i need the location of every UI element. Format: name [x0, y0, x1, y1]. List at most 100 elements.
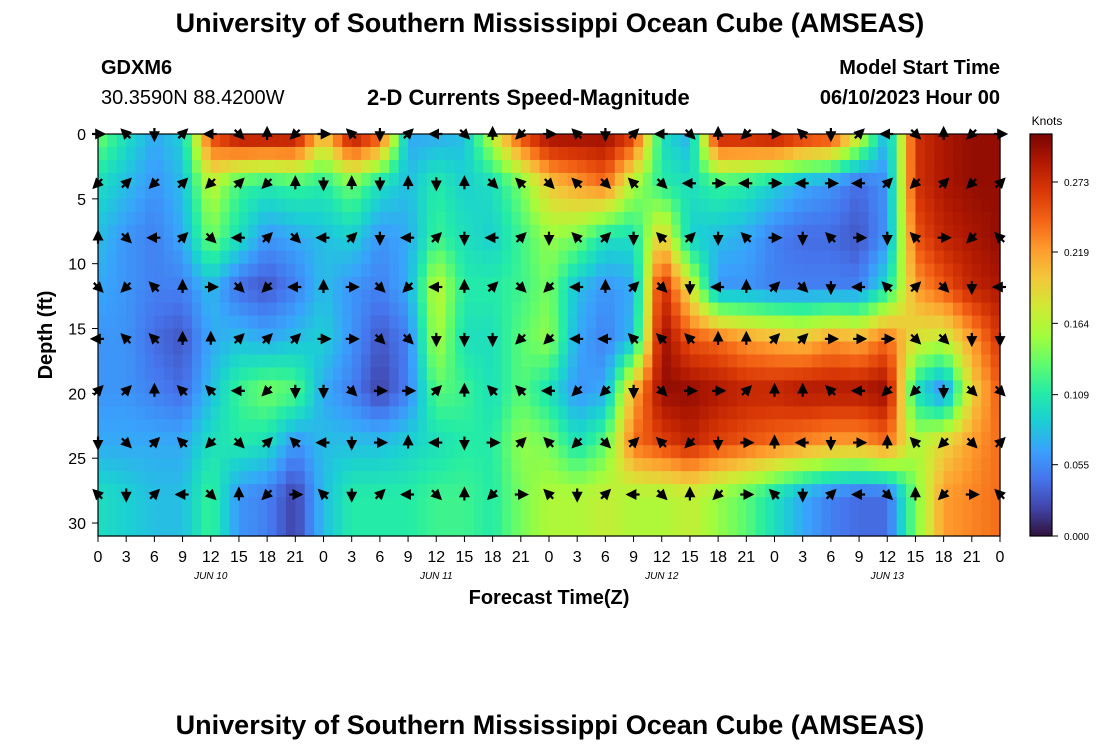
heatmap-cell — [953, 471, 964, 485]
heatmap-cell — [163, 289, 174, 304]
heatmap-cell — [182, 484, 193, 498]
heatmap-cell — [577, 198, 588, 213]
x-tick-label: 0 — [545, 549, 554, 566]
current-arrow — [261, 436, 273, 449]
heatmap-cell — [267, 159, 278, 174]
heatmap-cell — [238, 185, 249, 200]
heatmap-cell — [285, 484, 296, 498]
heatmap-cell — [887, 185, 898, 200]
heatmap-cell — [295, 354, 306, 369]
heatmap-cell — [708, 523, 719, 537]
heatmap-cell — [783, 159, 794, 174]
heatmap-cell — [812, 237, 823, 252]
heatmap-cell — [417, 134, 428, 148]
heatmap-cell — [351, 471, 362, 485]
speed-heatmap-chart: 0 3 6 9 12 15 18 21 0 3 6 9 12 15 18 21 0 3 6 9 12 15 18 21 0 3 6 9… — [35, 114, 1089, 609]
heatmap-cell — [981, 159, 992, 174]
heatmap-cell — [840, 224, 851, 239]
heatmap-cell — [727, 393, 738, 407]
heatmap-cell — [238, 302, 249, 317]
heatmap-cell — [934, 367, 945, 381]
heatmap-cell — [549, 458, 559, 472]
heatmap-cell — [511, 445, 522, 459]
heatmap-cell — [126, 341, 137, 356]
heatmap-cell — [361, 523, 372, 537]
heatmap-cell — [417, 419, 428, 433]
heatmap-cell — [267, 263, 278, 278]
heatmap-cell — [840, 497, 851, 511]
heatmap-cell — [201, 276, 212, 291]
heatmap-cell — [689, 237, 700, 252]
heatmap-cell — [426, 510, 437, 524]
heatmap-cell — [755, 432, 766, 446]
heatmap-cell — [154, 432, 165, 446]
heatmap-cell — [370, 458, 381, 472]
heatmap-cell — [98, 172, 108, 187]
heatmap-cell — [558, 523, 569, 537]
heatmap-cell — [830, 159, 841, 174]
heatmap-cell — [887, 134, 898, 148]
heatmap-cell — [107, 354, 118, 369]
heatmap-cell — [981, 458, 992, 472]
heatmap-cell — [934, 146, 945, 161]
heatmap-cell — [642, 250, 653, 265]
heatmap-cell — [116, 198, 127, 213]
heatmap-cell — [934, 458, 945, 472]
heatmap-cell — [793, 510, 804, 524]
heatmap-cell — [680, 406, 691, 420]
heatmap-cell — [868, 484, 879, 498]
heatmap-cell — [680, 250, 691, 265]
heatmap-cell — [220, 211, 231, 226]
heatmap-cell — [736, 484, 747, 498]
heatmap-cell — [436, 315, 447, 330]
heatmap-cell — [953, 224, 964, 239]
heatmap-cell — [173, 406, 184, 420]
heatmap-cell — [567, 328, 578, 343]
heatmap-cell — [182, 185, 193, 200]
heatmap-cell — [351, 432, 362, 446]
heatmap-cell — [586, 406, 597, 420]
heatmap-cell — [107, 289, 118, 304]
current-arrow — [937, 332, 950, 345]
heatmap-cell — [990, 471, 1001, 485]
heatmap-cell — [473, 289, 484, 304]
heatmap-cell — [107, 419, 118, 433]
current-arrow — [233, 436, 245, 449]
heatmap-cell — [144, 146, 155, 161]
heatmap-cell — [943, 380, 954, 394]
heatmap-cell — [971, 146, 982, 161]
heatmap-cell — [473, 315, 484, 330]
heatmap-cell — [642, 432, 653, 446]
heatmap-cell — [793, 432, 804, 446]
heatmap-cell — [379, 471, 390, 485]
heatmap-cell — [943, 159, 954, 174]
heatmap-cell — [746, 289, 757, 304]
heatmap-cell — [163, 445, 174, 459]
heatmap-cell — [699, 510, 710, 524]
heatmap-cell — [990, 302, 1001, 317]
current-arrow — [515, 177, 527, 190]
heatmap-cell — [342, 497, 353, 511]
heatmap-cell — [436, 419, 447, 433]
heatmap-cell — [708, 406, 719, 420]
heatmap-cell — [323, 380, 334, 394]
heatmap-cell — [840, 328, 851, 343]
heatmap-cell — [689, 159, 700, 174]
heatmap-cell — [295, 289, 306, 304]
current-arrow — [261, 231, 273, 244]
heatmap-cell — [699, 406, 710, 420]
heatmap-cell — [267, 406, 278, 420]
heatmap-cell — [267, 211, 278, 226]
heatmap-cell — [896, 497, 907, 511]
heatmap-cell — [840, 185, 851, 200]
heatmap-cell — [887, 263, 898, 278]
heatmap-cell — [473, 328, 484, 343]
heatmap-cell — [812, 432, 823, 446]
heatmap-cell — [182, 172, 193, 187]
heatmap-cell — [943, 211, 954, 226]
heatmap-cell — [220, 445, 231, 459]
heatmap-cell — [539, 471, 550, 485]
x-tick-label: 21 — [737, 549, 755, 566]
heatmap-cell — [849, 185, 860, 200]
heatmap-cell — [492, 419, 503, 433]
